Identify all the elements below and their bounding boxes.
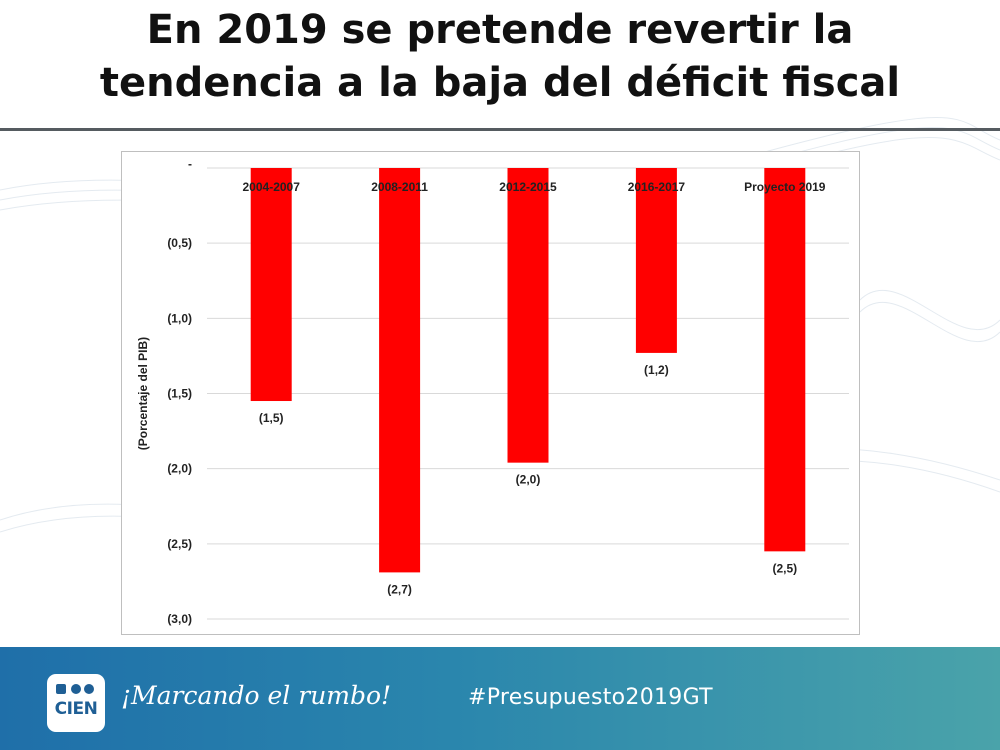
y-tick-label: (2,0) [167,462,192,476]
cien-logo: CIEN [47,674,105,732]
logo-text: CIEN [54,699,98,719]
bar-2016-2017 [635,168,677,353]
title-line-1: En 2019 se pretende revertir la [146,7,854,53]
slide-title: En 2019 se pretende revertir la tendenci… [0,4,1000,110]
bar-2008-2011 [379,168,421,573]
data-label: (2,7) [387,582,412,596]
category-label: 2004-2007 [243,180,301,194]
chart-frame: - (0,5) (1,0) (1,5) (2,0) (2,5) (3,0) (Porcenta… [121,151,860,635]
y-axis-label: (Porcentaje del PIB) [136,337,150,450]
data-label: (1,5) [259,411,284,425]
y-tick-label: (1,0) [167,311,192,325]
category-label: Proyecto 2019 [744,180,826,194]
y-tick-label: (0,5) [167,236,192,250]
category-label: 2008-2011 [371,180,428,194]
y-tick-label: - [188,157,192,171]
y-tick-label: (1,5) [167,387,192,401]
category-label: 2016-2017 [628,180,686,194]
title-line-2: tendencia a la baja del déficit fiscal [99,60,901,106]
tagline: ¡Marcando el rumbo! [121,681,392,710]
data-label: (2,0) [516,473,541,487]
bar-2004-2007 [250,168,292,402]
category-label: 2012-2015 [499,180,557,194]
hashtag: #Presupuesto2019GT [468,685,713,710]
title-divider [0,128,1000,131]
footer-banner: CIEN ¡Marcando el rumbo! #Presupuesto201… [0,647,1000,750]
deficit-bar-chart: - (0,5) (1,0) (1,5) (2,0) (2,5) (3,0) (Porcenta… [136,157,849,626]
y-tick-label: (2,5) [167,537,192,551]
data-label: (1,2) [644,363,669,377]
bar-proyecto-2019 [764,168,806,552]
data-label: (2,5) [772,561,797,575]
logo-dots-icon [56,684,94,694]
y-tick-label: (3,0) [167,612,192,626]
bar-2012-2015 [507,168,549,463]
